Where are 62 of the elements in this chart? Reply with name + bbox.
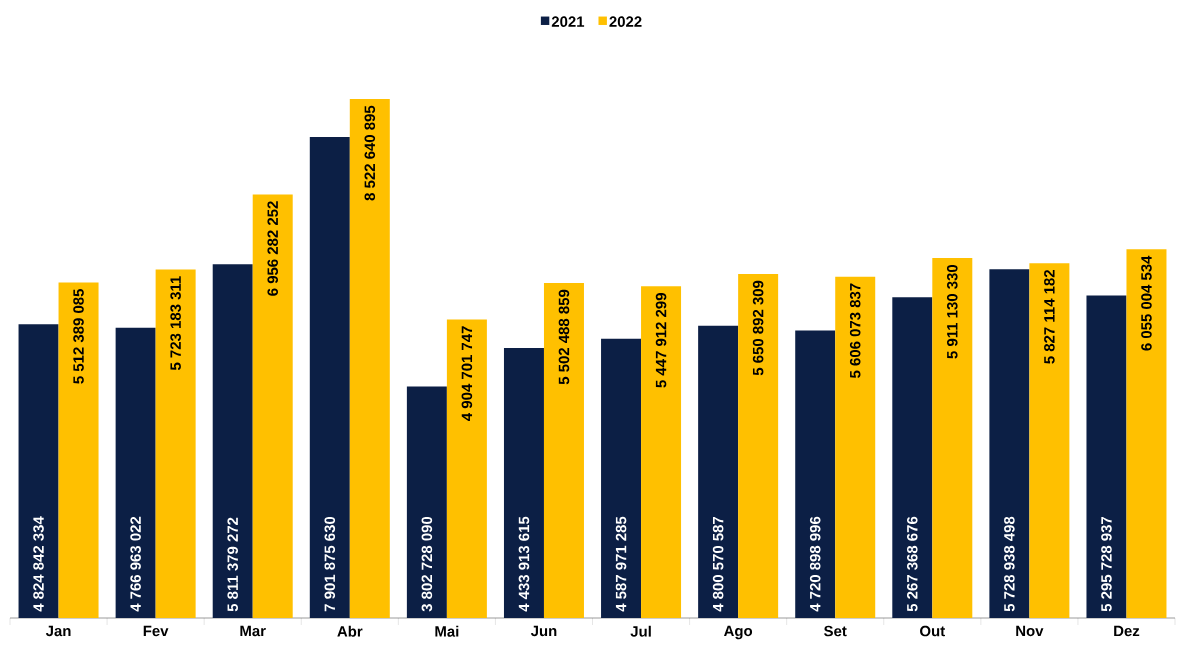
data-label: 5 447 912 299 xyxy=(655,293,667,388)
x-tick-label: Nov xyxy=(1016,625,1044,637)
data-label: 4 433 913 615 xyxy=(518,516,530,612)
data-label: 5 502 488 859 xyxy=(558,289,570,385)
bar xyxy=(601,338,642,618)
data-label: 4 720 898 996 xyxy=(809,516,821,612)
x-tick-label: Dez xyxy=(1114,625,1140,637)
bar xyxy=(446,319,487,618)
bar xyxy=(349,99,390,618)
bar xyxy=(892,297,933,618)
bar xyxy=(406,386,447,618)
bar xyxy=(543,282,584,618)
data-label: 7 901 875 630 xyxy=(324,516,336,612)
data-label: 4 766 963 022 xyxy=(130,516,141,612)
data-label: 5 512 389 085 xyxy=(73,289,84,384)
bar xyxy=(252,194,293,618)
x-tick-label: Abr xyxy=(337,625,363,637)
bar xyxy=(58,282,99,618)
data-label: 4 800 570 587 xyxy=(712,516,724,612)
bar xyxy=(738,273,779,618)
bar xyxy=(835,276,876,618)
x-tick-label: Set xyxy=(824,625,847,637)
x-tick-label: Out xyxy=(920,625,945,637)
data-label: 8 522 640 895 xyxy=(364,105,376,201)
bar xyxy=(989,269,1030,618)
bar xyxy=(212,264,253,618)
bar xyxy=(18,324,59,618)
bar xyxy=(309,136,350,618)
data-label: 3 802 728 090 xyxy=(421,516,433,612)
bar xyxy=(932,258,973,618)
data-label: 5 728 938 498 xyxy=(1004,516,1015,612)
data-label: 4 824 842 334 xyxy=(33,516,44,612)
bar xyxy=(115,327,156,618)
bar xyxy=(503,348,544,618)
bar xyxy=(1126,249,1167,618)
x-tick-label: Jul xyxy=(630,625,651,637)
data-label: 5 295 728 937 xyxy=(1101,516,1112,612)
x-tick-label: Ago xyxy=(723,625,753,640)
data-label: 4 904 701 747 xyxy=(461,326,473,421)
bar xyxy=(155,269,196,618)
bar xyxy=(1029,263,1070,618)
bar xyxy=(641,286,682,618)
data-label: 5 911 130 330 xyxy=(947,264,958,359)
x-tick-label: Mai xyxy=(435,625,459,637)
bar xyxy=(1086,295,1127,618)
x-tick-label: Jun xyxy=(530,625,557,637)
x-tick-label: Jan xyxy=(45,625,71,637)
data-label: 4 587 971 285 xyxy=(615,516,627,612)
data-label: 5 606 073 837 xyxy=(849,283,861,378)
x-tick-label: Fev xyxy=(143,625,169,637)
legend-label: 2021 xyxy=(551,16,585,27)
data-label: 6 956 282 252 xyxy=(267,201,278,296)
x-tick-label: Mar xyxy=(240,625,266,637)
bar xyxy=(698,325,739,618)
data-label: 5 650 892 309 xyxy=(752,280,764,376)
data-label: 5 723 183 311 xyxy=(170,276,181,371)
legend-label: 2022 xyxy=(609,16,642,27)
bar xyxy=(795,330,836,618)
data-label: 5 811 379 272 xyxy=(227,517,239,612)
data-label: 6 055 004 534 xyxy=(1141,255,1152,351)
data-label: 5 827 114 182 xyxy=(1044,270,1055,364)
data-label: 5 267 368 676 xyxy=(907,516,918,612)
